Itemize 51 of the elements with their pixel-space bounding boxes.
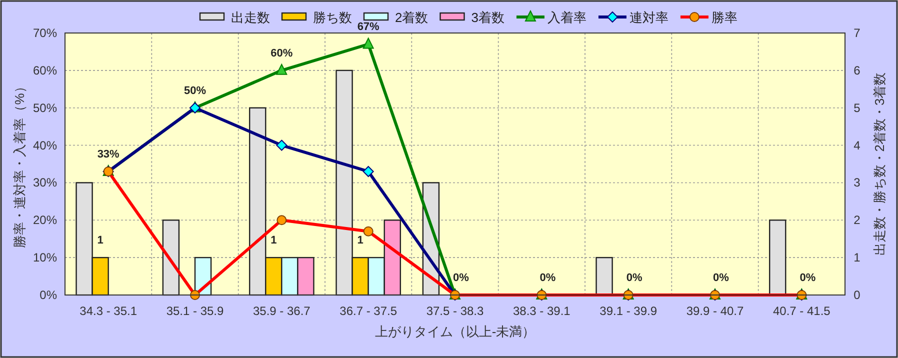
y-tick-label: 30%: [32, 176, 58, 190]
y-tick-label: 50%: [32, 100, 58, 115]
legend-label: 勝ち数: [313, 10, 352, 25]
y2-tick-label: 4: [854, 138, 861, 152]
data-label: 50%: [184, 84, 206, 97]
point: [362, 38, 374, 49]
legend-label: 3着数: [471, 10, 504, 25]
data-label: 1: [97, 234, 104, 247]
x-tick-label: 39.9 - 40.7: [686, 304, 744, 318]
y2-tick-label: 7: [854, 26, 861, 40]
legend-label: 出走数: [231, 10, 270, 25]
y-tick-label: 20%: [32, 213, 58, 228]
y2-tick-label: 1: [854, 250, 861, 265]
legend-label: 入着率: [547, 10, 586, 25]
data-label: 0%: [626, 272, 642, 284]
y2-tick-label: 6: [854, 63, 861, 78]
y2-tick-label: 0: [854, 288, 861, 302]
data-label: 67%: [357, 21, 380, 34]
point: [276, 64, 288, 75]
y2-tick-label: 2: [854, 213, 861, 228]
y-tick-label: 0%: [40, 288, 58, 302]
data-label: 0%: [713, 272, 730, 284]
data-label: 1: [357, 234, 364, 247]
legend-label: 勝率: [711, 10, 738, 25]
data-label: 1: [270, 234, 277, 247]
y2-tick-label: 3: [854, 176, 861, 190]
x-tick-label: 38.3 - 39.1: [512, 304, 571, 318]
y2-tick-label: 5: [854, 100, 861, 115]
point: [362, 166, 374, 177]
point: [276, 140, 288, 151]
data-label: 33%: [97, 148, 120, 160]
data-label: 0%: [453, 272, 470, 284]
y-tick-label: 60%: [32, 63, 58, 78]
x-axis-title: 上がりタイム（以上-未満）: [374, 324, 536, 339]
x-tick-label: 39.1 - 39.9: [600, 304, 658, 318]
data-label: 0%: [540, 272, 556, 284]
x-tick-label: 34.3 - 35.1: [80, 304, 138, 318]
data-label: 60%: [270, 47, 293, 60]
legend-label: 2着数: [395, 10, 428, 25]
legend-label: 連対率: [629, 10, 668, 25]
x-tick-label: 35.1 - 35.9: [166, 304, 224, 318]
x-tick-label: 40.7 - 41.5: [772, 304, 831, 318]
x-tick-label: 37.5 - 38.3: [426, 304, 484, 318]
x-tick-label: 36.7 - 37.5: [340, 304, 398, 318]
y-axis-title: 勝率・連対率・入着率（%）: [12, 80, 27, 248]
y2-axis-title: 出走数・勝ち数・2着数・3着数: [872, 72, 887, 256]
y-tick-label: 40%: [32, 138, 58, 152]
x-tick-label: 35.9 - 36.7: [252, 304, 311, 318]
y-tick-label: 10%: [32, 250, 58, 265]
y-tick-label: 70%: [32, 26, 58, 40]
data-label: 0%: [800, 272, 816, 284]
